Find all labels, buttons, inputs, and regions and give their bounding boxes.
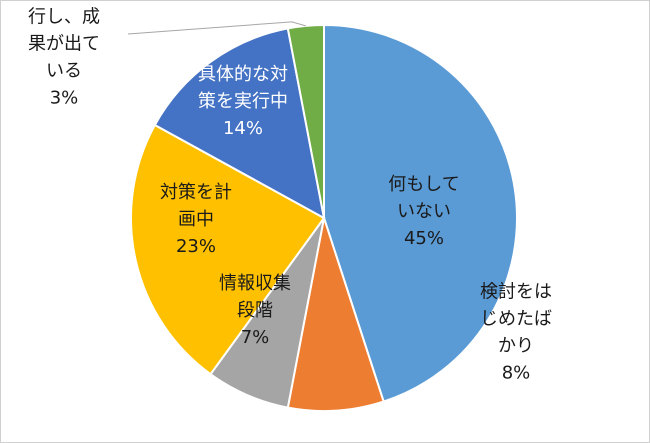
slice-label-text: じめたば: [480, 309, 552, 330]
slice-percent-label: 45%: [404, 228, 444, 249]
pie-slice-3: [130, 123, 326, 376]
slice-percent-label: 14%: [223, 118, 263, 139]
pie-slice-4: [153, 27, 326, 220]
slice-label-text: いない: [397, 201, 451, 222]
slice-percent-label: 23%: [176, 236, 216, 257]
slice-label-text: 策を実行中: [198, 91, 288, 112]
pie-slices: [130, 23, 518, 412]
slice-percent-label: 8%: [502, 363, 531, 384]
slice-label-text: 何もして: [388, 174, 459, 195]
slice-label-text: かり: [498, 336, 534, 357]
pie-slice-1: [286, 217, 385, 412]
slice-label-text: 対策を計: [160, 182, 232, 203]
slice-label-text: 画中: [178, 209, 214, 230]
slice-label-text: 行し、成: [28, 7, 100, 28]
slice-label-text: 段階: [237, 300, 273, 321]
pie-slice-0: [323, 23, 518, 403]
leader-lines: [127, 21, 306, 35]
slice-label-text: 果が出て: [28, 34, 100, 55]
leader-line: [127, 21, 306, 35]
slice-percent-label: 7%: [241, 327, 270, 348]
slice-label-text: いる: [46, 61, 82, 82]
slice-percent-label: 3%: [50, 88, 79, 109]
slice-label-text: 検討をは: [480, 282, 552, 303]
slice-label-text: 具体的な対: [198, 64, 288, 85]
slice-label-text: 情報収集: [219, 273, 291, 294]
